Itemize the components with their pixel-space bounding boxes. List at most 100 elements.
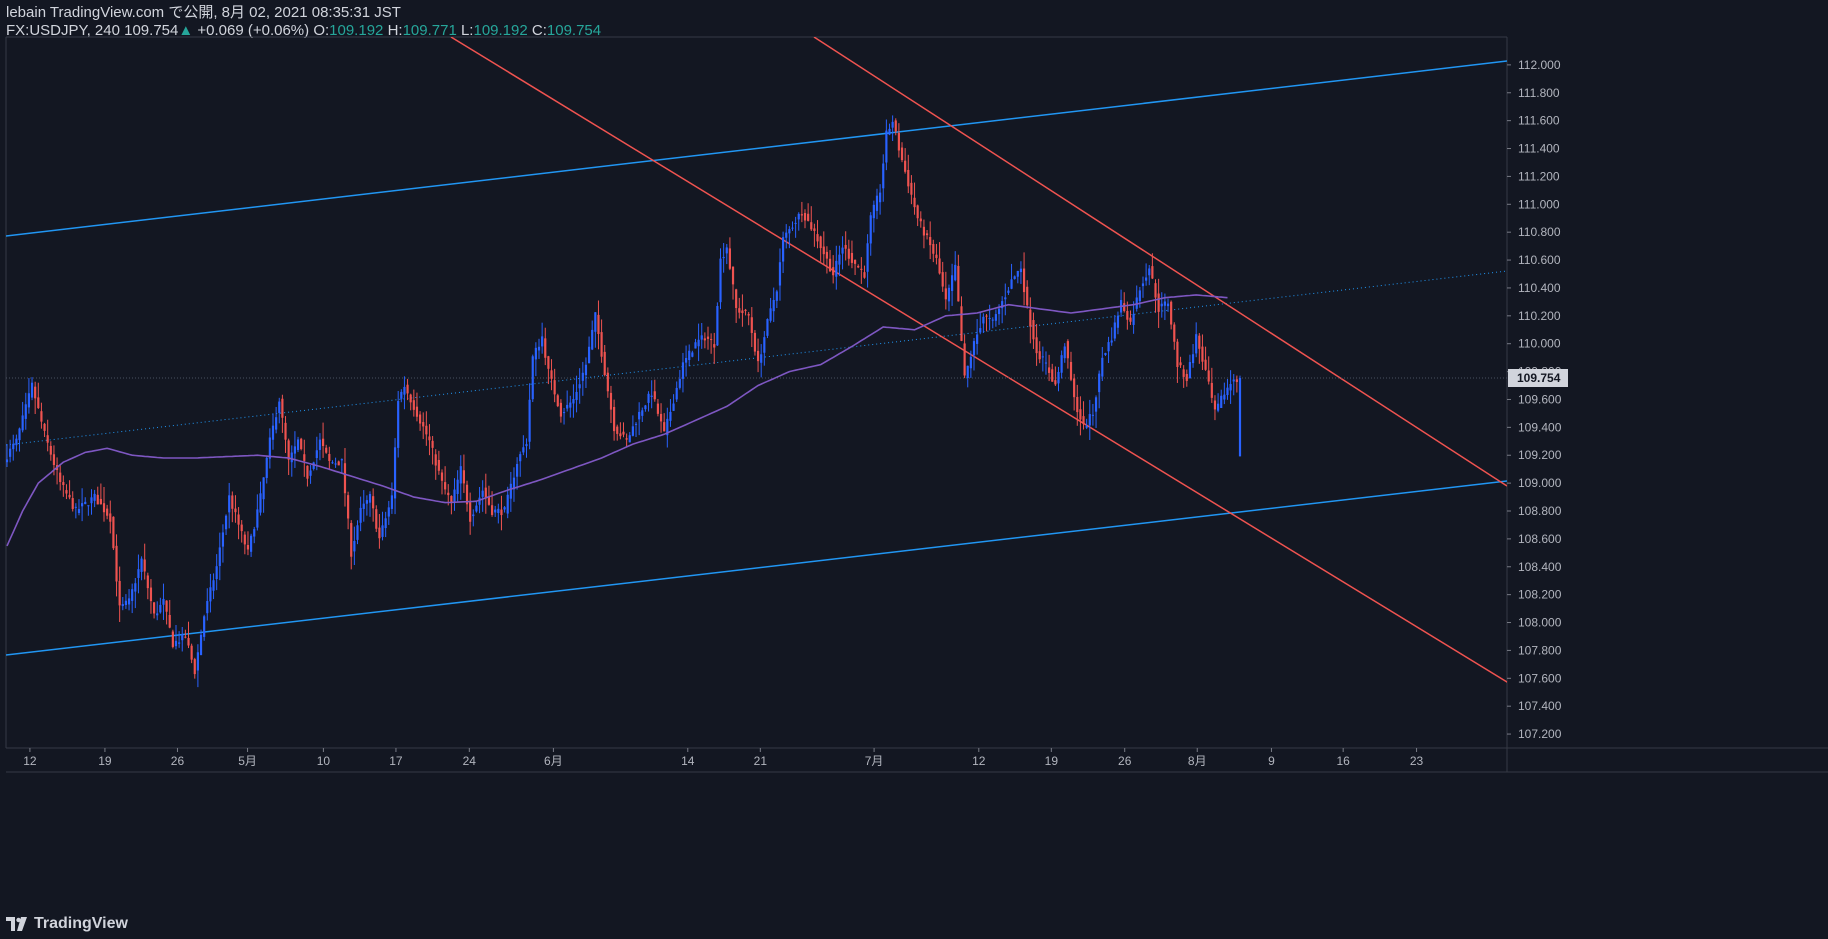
candle-body — [465, 484, 469, 505]
candle-body — [127, 598, 131, 605]
candle-body — [566, 404, 569, 409]
candle-body — [628, 435, 631, 443]
candle-body — [722, 256, 725, 259]
candle-body — [1069, 361, 1073, 380]
candle-body — [397, 401, 400, 448]
candle-body — [500, 509, 503, 516]
candle-body — [1232, 379, 1235, 382]
candle-body — [422, 422, 425, 427]
candle-body — [1163, 301, 1166, 306]
candle-body — [600, 332, 603, 357]
candle-body — [1126, 310, 1129, 320]
candle-body — [1223, 394, 1226, 400]
candle-body — [522, 447, 525, 453]
candle-body — [941, 272, 944, 287]
candle-body — [325, 447, 328, 453]
candle-body — [556, 395, 559, 407]
ohlc-legend: FX:USDJPY, 240 109.754▲ +0.069 (+0.06%) … — [6, 22, 601, 40]
candle-body — [879, 192, 882, 203]
channel-lower-line — [6, 480, 1507, 656]
candle-body — [591, 329, 594, 350]
candle-body — [982, 316, 985, 324]
candle-body — [954, 264, 957, 281]
candle-body — [838, 254, 841, 265]
candle-body — [447, 492, 450, 496]
x-tick-label: 7月 — [865, 754, 884, 768]
candle-body — [875, 195, 879, 211]
candle-body — [9, 448, 12, 457]
candle-body — [1138, 290, 1141, 302]
candle-body — [1022, 268, 1026, 293]
candle-body — [275, 417, 278, 430]
candle-body — [866, 243, 869, 272]
candle-body — [919, 218, 922, 222]
candle-body — [190, 645, 193, 660]
candle-body — [1110, 340, 1113, 343]
candle-body — [469, 502, 472, 522]
candle-body — [65, 490, 68, 494]
candle-body — [950, 275, 954, 291]
candle-body — [184, 636, 187, 638]
symbol-label[interactable]: FX:USDJPY, 240 — [6, 22, 120, 39]
candle-body — [778, 262, 782, 286]
candle-body — [300, 438, 303, 450]
candle-body — [478, 497, 481, 505]
candle-body — [710, 339, 713, 341]
y-tick-label: 107.400 — [1518, 699, 1562, 713]
x-tick-label: 12 — [972, 754, 986, 768]
x-tick-label: 21 — [754, 754, 768, 768]
candle-body — [782, 237, 785, 262]
candle-body — [340, 459, 343, 461]
candle-body — [196, 652, 199, 671]
candle-body — [772, 300, 775, 312]
candle-body — [525, 444, 528, 447]
candle-body — [152, 602, 156, 614]
candle-body — [62, 482, 65, 486]
candle-body — [913, 197, 916, 208]
candle-body — [303, 454, 306, 461]
candle-body — [1173, 324, 1176, 342]
candle-body — [350, 523, 353, 557]
low-label: L: — [460, 22, 474, 39]
high-value: 109.771 — [402, 22, 457, 39]
candle-body — [171, 631, 174, 647]
y-tick-label: 111.800 — [1518, 86, 1560, 100]
candle-body — [844, 244, 847, 249]
candle-body — [735, 289, 738, 308]
candle-body — [472, 514, 475, 517]
candle-body — [1088, 414, 1091, 426]
candle-body — [375, 509, 378, 529]
candle-body — [1220, 395, 1223, 409]
candle-body — [731, 266, 735, 285]
candle-body — [803, 213, 807, 221]
y-tick-label: 108.800 — [1518, 504, 1562, 518]
candle-body — [40, 411, 43, 422]
moving-average-line — [6, 294, 1228, 547]
candle-body — [109, 513, 112, 522]
candle-body — [253, 529, 256, 537]
candle-body — [265, 457, 268, 478]
candle-body — [331, 462, 334, 464]
y-tick-label: 108.600 — [1518, 532, 1562, 546]
candle-body — [797, 213, 800, 220]
candle-body — [537, 346, 541, 351]
x-tick-label: 10 — [317, 754, 331, 768]
candle-body — [688, 350, 691, 361]
candle-body — [825, 251, 829, 259]
candle-body — [393, 447, 397, 499]
candle-body — [609, 392, 613, 410]
x-tick-label: 17 — [389, 754, 403, 768]
candle-body — [353, 540, 356, 552]
candle-body — [459, 466, 462, 484]
publish-line: lebain TradingView.com で公開, 8月 02, 2021 … — [6, 4, 401, 21]
candle-body — [506, 494, 509, 514]
candle-body — [115, 545, 118, 582]
high-label: H: — [387, 22, 403, 39]
tradingview-watermark: TradingView — [6, 915, 128, 933]
candle-body — [440, 472, 444, 481]
candle-body — [365, 500, 368, 504]
candle-body — [434, 454, 437, 466]
candle-body — [1188, 362, 1192, 379]
candle-body — [34, 386, 37, 399]
